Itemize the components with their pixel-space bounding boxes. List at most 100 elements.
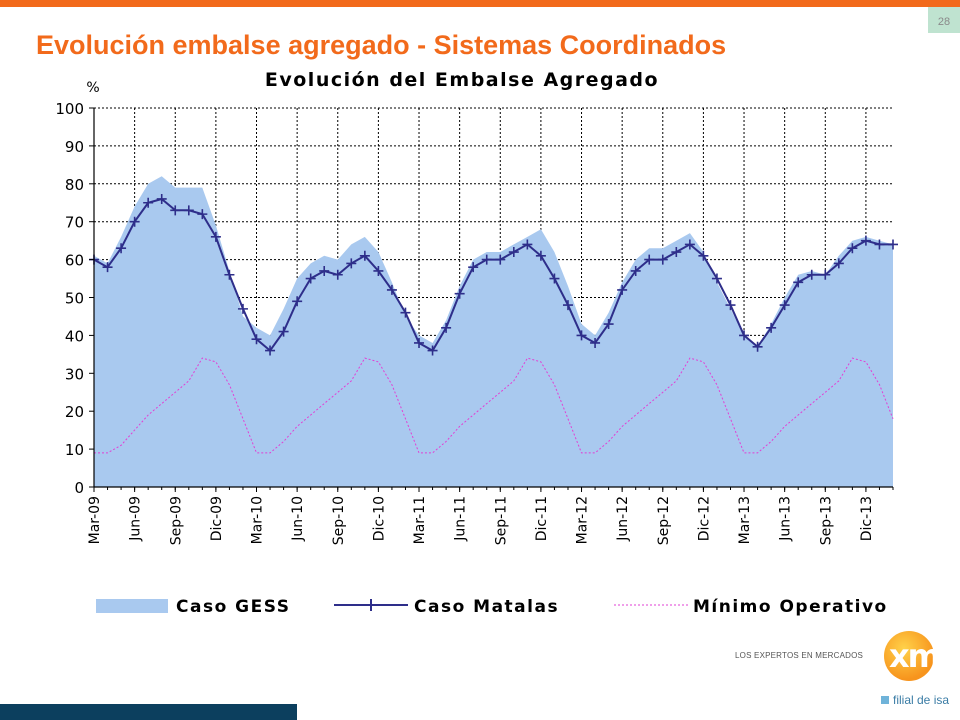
- matalas-line-layer: [89, 193, 898, 356]
- matalas-point: [210, 231, 221, 242]
- matalas-point: [806, 269, 817, 280]
- matalas-point: [116, 243, 127, 254]
- matalas-point: [522, 239, 533, 250]
- y-tick-label: 20: [65, 403, 84, 421]
- matalas-point: [454, 288, 465, 299]
- logo-square-icon: [881, 696, 889, 704]
- matalas-point: [549, 273, 560, 284]
- y-axis-label: %: [86, 80, 99, 96]
- matalas-point: [224, 269, 235, 280]
- y-tick-label: 30: [65, 365, 84, 383]
- matalas-point: [860, 235, 871, 246]
- matalas-point: [508, 247, 519, 258]
- matalas-point: [535, 250, 546, 261]
- y-tick-label: 10: [65, 441, 84, 459]
- matalas-point: [779, 300, 790, 311]
- matalas-point: [251, 334, 262, 345]
- matalas-point: [793, 277, 804, 288]
- matalas-point: [427, 345, 438, 356]
- x-tick-label: Dic-12: [696, 496, 712, 541]
- legend-label-gess: Caso GESS: [176, 597, 290, 617]
- y-tick-label: 60: [65, 252, 84, 270]
- matalas-point: [386, 284, 397, 295]
- legend: Caso GESS Caso Matalas Mínimo Operativo: [96, 597, 888, 617]
- minimo-line: [94, 357, 894, 454]
- matalas-point: [711, 273, 722, 284]
- matalas-point: [698, 250, 709, 261]
- matalas-point: [888, 239, 898, 250]
- chart-title: Evolución del Embalse Agregado: [265, 69, 659, 91]
- x-tick-label: Jun-11: [453, 496, 469, 542]
- bottom-bar: [0, 704, 297, 720]
- matalas-point: [373, 265, 384, 276]
- matalas-point: [183, 205, 194, 216]
- logo-subtitle: filial de isa: [893, 693, 950, 707]
- matalas-point: [278, 326, 289, 337]
- x-tick-label: Jun-12: [615, 496, 631, 542]
- y-tick-label: 50: [65, 290, 84, 308]
- legend-label-minimo: Mínimo Operativo: [693, 597, 888, 617]
- matalas-point: [617, 284, 628, 295]
- matalas-point: [346, 258, 357, 269]
- x-tick-label: Sep-11: [493, 496, 509, 545]
- matalas-point: [305, 273, 316, 284]
- axes: [89, 107, 894, 492]
- minimo-line-layer: [94, 357, 894, 454]
- matalas-point: [671, 247, 682, 258]
- x-tick-label: Dic-10: [371, 496, 387, 541]
- legend-swatch-gess: [96, 599, 168, 613]
- x-tick-label: Sep-10: [331, 496, 347, 545]
- matalas-point: [847, 243, 858, 254]
- matalas-point: [495, 254, 506, 265]
- y-tick-label: 40: [65, 327, 84, 345]
- matalas-point: [292, 296, 303, 307]
- matalas-point: [752, 341, 763, 352]
- x-tick-label: Mar-11: [412, 496, 428, 544]
- x-tick-label: Mar-09: [87, 496, 103, 544]
- x-tick-label: Sep-09: [168, 496, 184, 545]
- slide-title: Evolución embalse agregado - Sistemas Co…: [36, 30, 727, 60]
- gess-area-layer: [94, 176, 893, 487]
- matalas-point: [820, 269, 831, 280]
- matalas-point: [644, 254, 655, 265]
- matalas-point: [833, 258, 844, 269]
- x-tick-label: Sep-12: [656, 496, 672, 545]
- page-number: 28: [928, 7, 960, 33]
- matalas-point: [481, 254, 492, 265]
- matalas-point: [657, 254, 668, 265]
- matalas-point: [590, 337, 601, 348]
- xm-logo-mark: xm: [889, 637, 941, 675]
- matalas-point: [603, 319, 614, 330]
- x-tick-label: Mar-10: [250, 496, 266, 544]
- y-tick-label: 90: [65, 138, 84, 156]
- matalas-point: [332, 269, 343, 280]
- matalas-point: [468, 262, 479, 273]
- x-tick-label: Jun-09: [128, 496, 144, 542]
- xm-logo: LOS EXPERTOS EN MERCADOS xm filial de is…: [735, 628, 949, 708]
- x-tick-label: Mar-12: [575, 496, 591, 544]
- x-tick-label: Jun-10: [290, 496, 306, 542]
- y-tick-label: 0: [74, 479, 84, 497]
- matalas-point: [576, 330, 587, 341]
- y-tick-label: 80: [65, 176, 84, 194]
- matalas-point: [562, 300, 573, 311]
- matalas-point: [766, 322, 777, 333]
- matalas-point: [102, 262, 113, 273]
- logo-tagline: LOS EXPERTOS EN MERCADOS: [735, 651, 864, 660]
- matalas-line: [93, 197, 893, 353]
- matalas-point: [414, 337, 425, 348]
- gess-area: [94, 176, 893, 487]
- x-tick-label: Dic-11: [534, 496, 550, 541]
- matalas-point: [156, 193, 167, 204]
- matalas-point: [129, 216, 140, 227]
- x-tick-labels: Mar-09 Jun-09 Sep-09 Dic-09 Mar-10 Jun-10 Sep-…: [87, 496, 875, 545]
- matalas-point: [265, 345, 276, 356]
- x-tick-label: Jun-13: [778, 496, 794, 542]
- legend-label-matalas: Caso Matalas: [414, 597, 559, 617]
- matalas-point: [684, 239, 695, 250]
- xm-logo-circle-icon: [884, 631, 934, 681]
- x-tick-label: Dic-13: [859, 496, 875, 541]
- matalas-point: [739, 330, 750, 341]
- matalas-point: [237, 303, 248, 314]
